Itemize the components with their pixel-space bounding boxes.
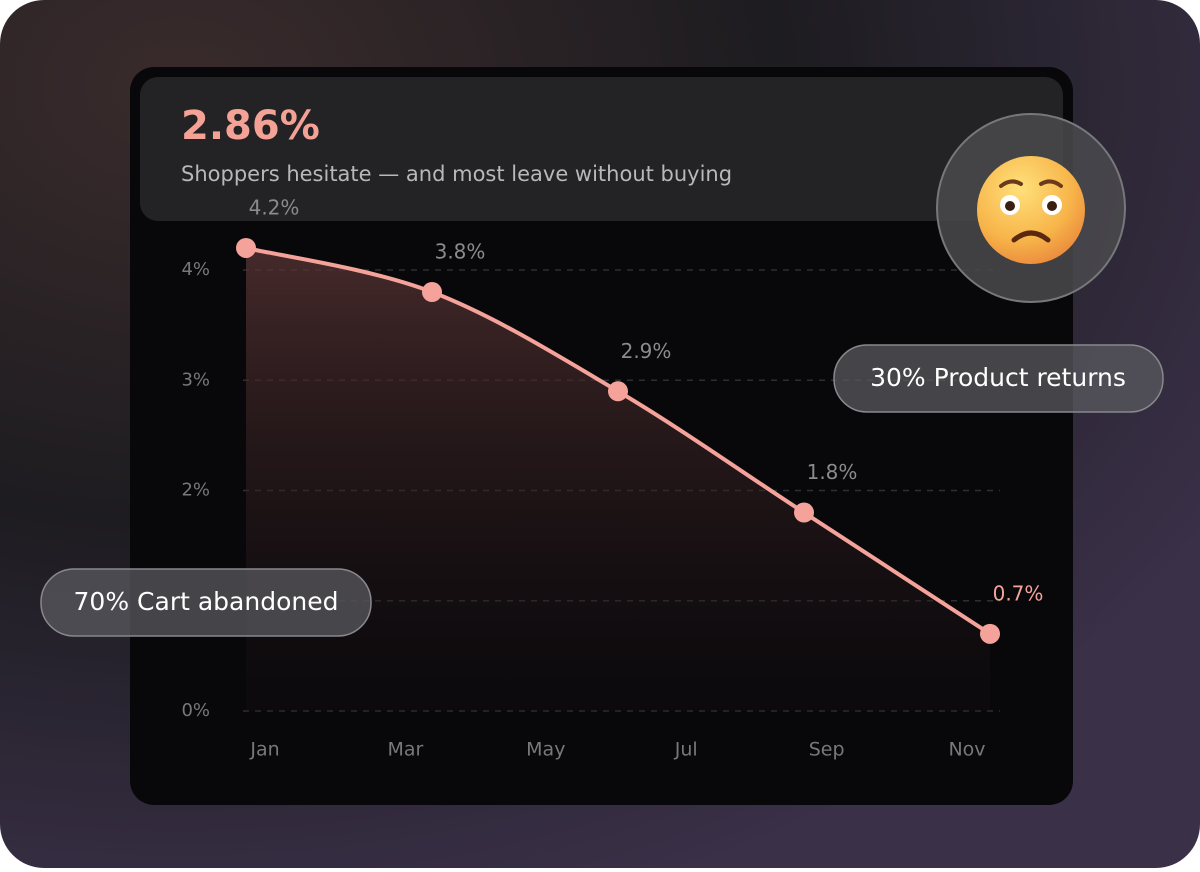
point (608, 381, 628, 402)
emoji-badge (936, 113, 1126, 303)
point (980, 623, 1000, 644)
x-tick-label: May (526, 739, 565, 761)
point (422, 282, 442, 303)
abandoned-callout: 70% Cart abandoned (40, 568, 372, 637)
value-label: 1.8% (807, 460, 858, 484)
x-tick-label: Jul (674, 739, 698, 761)
x-tick-label: Mar (387, 739, 423, 761)
y-tick-label: 2% (181, 480, 210, 501)
header-box (140, 77, 1063, 221)
subtitle: Shoppers hesitate — and most leave witho… (181, 162, 732, 186)
callout-text: 70% Cart abandoned (74, 587, 339, 616)
y-tick-label: 0% (181, 700, 210, 721)
value-label: 4.2% (249, 195, 300, 219)
callout-text: 30% Product returns (870, 363, 1126, 392)
y-tick-label: 4% (181, 259, 210, 280)
value-label: 0.7% (993, 581, 1044, 605)
value-label: 3.8% (435, 240, 486, 264)
returns-callout: 30% Product returns (833, 344, 1164, 413)
point (236, 237, 256, 258)
y-tick-label: 3% (181, 369, 210, 390)
x-tick-label: Nov (948, 739, 985, 761)
point (794, 502, 814, 523)
x-tick-label: Jan (249, 739, 279, 761)
area (246, 247, 990, 711)
plot: 0% 2% 3% 4% Jan Mar May Jul Sep Nov 4.2% 3.8% 2.9% 1.… (181, 195, 1043, 760)
headline: 2.86% (181, 103, 320, 149)
x-tick-label: Sep (809, 739, 845, 761)
value-label: 2.9% (621, 339, 672, 363)
